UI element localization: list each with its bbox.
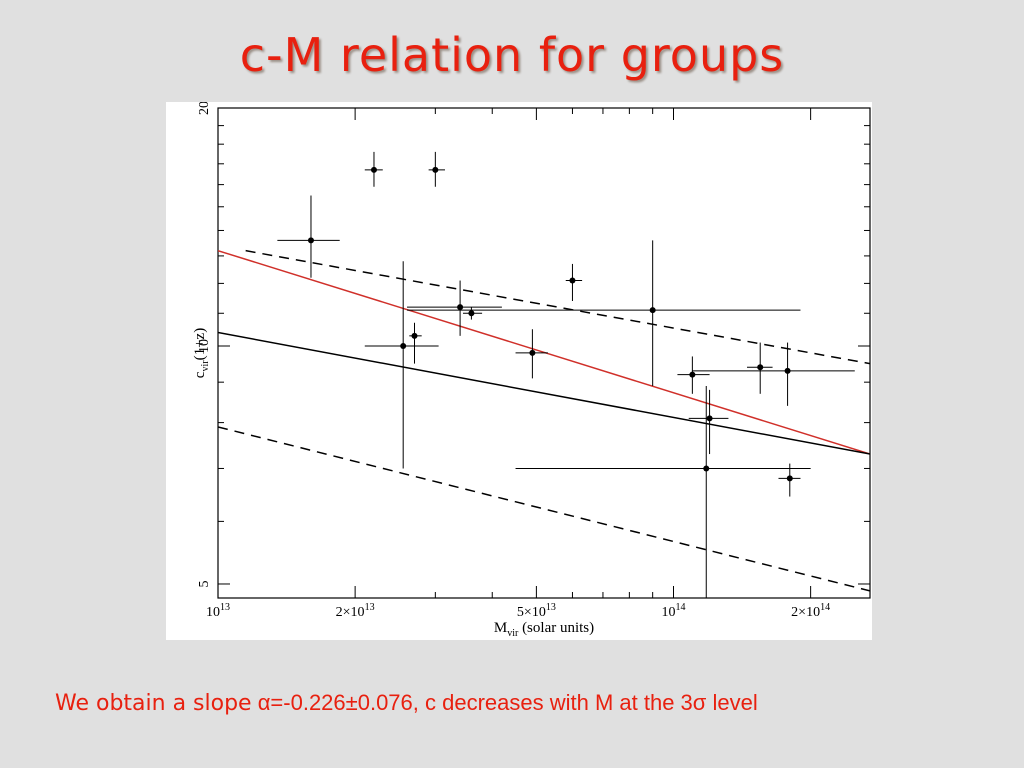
data-point [703, 465, 710, 472]
data-point [689, 371, 696, 378]
x-tick-label: 1014 [662, 602, 686, 620]
y-axis-title: cvir(1+z) [192, 328, 211, 378]
plot-frame [217, 107, 871, 599]
caption-lead: We obtain a slope [55, 691, 252, 716]
x-tick-label: 2×1013 [336, 602, 375, 620]
data-point [370, 166, 377, 173]
plot-panel: 1013 2×1013 5×1013 1014 2×1014 5 10 20 Mvir (sol… [166, 102, 872, 640]
data-point [468, 310, 475, 317]
fit-line-black [218, 331, 870, 455]
scatter-band-line [245, 249, 870, 365]
data-point [649, 307, 656, 314]
data-point [757, 364, 764, 371]
data-point [529, 349, 536, 356]
data-point [307, 237, 314, 244]
data-point [400, 342, 407, 349]
slide-title: c-M relation for groups [239, 28, 785, 82]
y-tick-label: 10 [197, 339, 212, 353]
data-point [457, 304, 464, 311]
data-point [432, 166, 439, 173]
y-tick-label: 5 [197, 580, 212, 587]
fit-line-red [218, 249, 870, 455]
data-point [786, 475, 793, 482]
y-tick-label: 20 [197, 102, 212, 115]
data-point [569, 277, 576, 284]
data-point [411, 332, 418, 339]
caption-rest: α=-0.226±0.076, c decreases with M at th… [251, 690, 758, 715]
x-axis-title: Mvir (solar units) [494, 620, 594, 639]
scatter-band-line [218, 426, 870, 592]
cm-relation-chart: 1013 2×1013 5×1013 1014 2×1014 5 10 20 Mvir (sol… [192, 102, 871, 639]
x-tick-label: 1013 [206, 602, 230, 620]
x-tick-label: 2×1014 [791, 602, 830, 620]
data-point [706, 415, 713, 422]
x-tick-label: 5×1013 [517, 602, 556, 620]
caption: We obtain a slope α=-0.226±0.076, c decr… [55, 690, 1015, 716]
data-point [784, 367, 791, 374]
